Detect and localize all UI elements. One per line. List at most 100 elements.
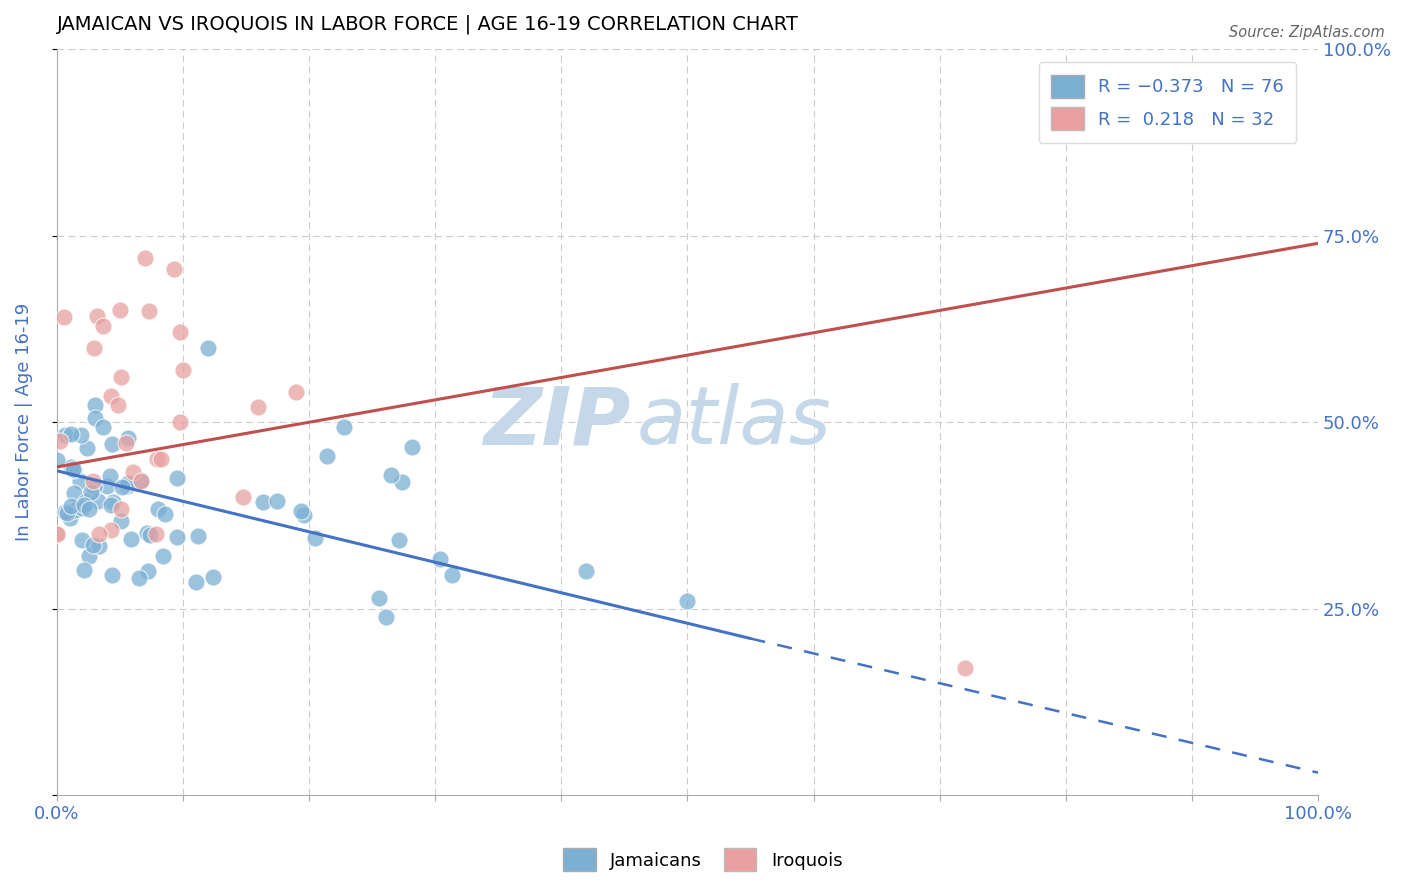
Point (146, 451, 169, 466)
Point (62, 463, 84, 477)
Point (73, 498, 96, 512)
Point (115, 435, 138, 450)
Point (101, 568, 124, 582)
Point (172, 363, 194, 377)
Point (375, 610, 398, 624)
Point (75, 493, 97, 508)
Point (83, 480, 105, 494)
Point (290, 504, 312, 518)
Point (110, 370, 132, 384)
Point (129, 473, 152, 487)
Text: JAMAICAN VS IROQUOIS IN LABOR FORCE | AGE 16-19 CORRELATION CHART: JAMAICAN VS IROQUOIS IN LABOR FORCE | AG… (56, 15, 799, 35)
Point (62, 462, 84, 476)
Text: atlas: atlas (637, 384, 832, 461)
Point (58, 511, 80, 525)
Point (82, 475, 104, 489)
Point (89, 539, 111, 553)
Text: ZIP: ZIP (484, 384, 631, 461)
Point (89, 527, 111, 541)
Point (440, 568, 463, 582)
Point (135, 526, 157, 541)
Point (63, 485, 86, 500)
Y-axis label: In Labor Force | Age 16-19: In Labor Force | Age 16-19 (15, 303, 32, 541)
Point (107, 398, 129, 412)
Point (111, 480, 134, 494)
Point (333, 420, 356, 434)
Point (69, 474, 91, 488)
Point (266, 494, 288, 508)
Point (115, 479, 138, 493)
Point (49, 434, 72, 448)
Point (110, 514, 132, 528)
Point (575, 565, 598, 579)
Point (96, 479, 118, 493)
Point (63, 502, 86, 516)
Point (53, 310, 76, 324)
Point (169, 415, 191, 429)
Point (83, 411, 105, 425)
Point (80, 485, 103, 500)
Point (70, 533, 93, 547)
Point (117, 431, 139, 445)
Point (285, 385, 308, 400)
Point (110, 502, 132, 516)
Point (100, 524, 122, 538)
Point (77, 549, 100, 563)
Point (292, 508, 315, 523)
Point (100, 389, 122, 403)
Point (391, 475, 413, 489)
Point (401, 440, 423, 454)
Point (70, 428, 93, 442)
Point (76, 441, 98, 455)
Point (91, 319, 114, 334)
Legend: Jamaicans, Iroquois: Jamaicans, Iroquois (557, 841, 849, 879)
Point (84, 398, 107, 412)
Point (304, 531, 326, 545)
Point (202, 570, 225, 584)
Point (138, 303, 160, 318)
Point (136, 564, 159, 578)
Point (83, 341, 105, 355)
Point (59, 427, 82, 442)
Point (45, 453, 67, 467)
Point (101, 436, 124, 450)
Point (139, 527, 162, 541)
Point (429, 551, 451, 566)
Point (184, 575, 207, 590)
Point (122, 465, 145, 479)
Point (73, 563, 96, 577)
Point (145, 527, 167, 541)
Point (166, 471, 188, 485)
Point (91, 420, 114, 434)
Point (153, 507, 176, 521)
Point (197, 341, 219, 355)
Point (46, 527, 69, 541)
Legend: R = −0.373   N = 76, R =  0.218   N = 32: R = −0.373 N = 76, R = 0.218 N = 32 (1039, 62, 1296, 143)
Point (367, 591, 389, 605)
Point (103, 495, 125, 509)
Point (53, 505, 76, 519)
Point (953, 661, 976, 675)
Point (388, 533, 411, 548)
Point (100, 498, 122, 512)
Point (129, 474, 152, 488)
Point (166, 530, 188, 544)
Point (82, 538, 104, 552)
Point (108, 303, 131, 318)
Point (148, 502, 170, 516)
Point (86, 309, 108, 323)
Text: Source: ZipAtlas.com: Source: ZipAtlas.com (1229, 25, 1385, 40)
Point (380, 467, 402, 482)
Point (128, 571, 150, 585)
Point (100, 469, 122, 483)
Point (247, 401, 270, 415)
Point (77, 502, 100, 516)
Point (87, 494, 110, 508)
Point (120, 532, 142, 546)
Point (134, 251, 156, 265)
Point (232, 490, 254, 504)
Point (59, 459, 82, 474)
Point (149, 451, 172, 466)
Point (676, 594, 699, 608)
Point (315, 449, 337, 463)
